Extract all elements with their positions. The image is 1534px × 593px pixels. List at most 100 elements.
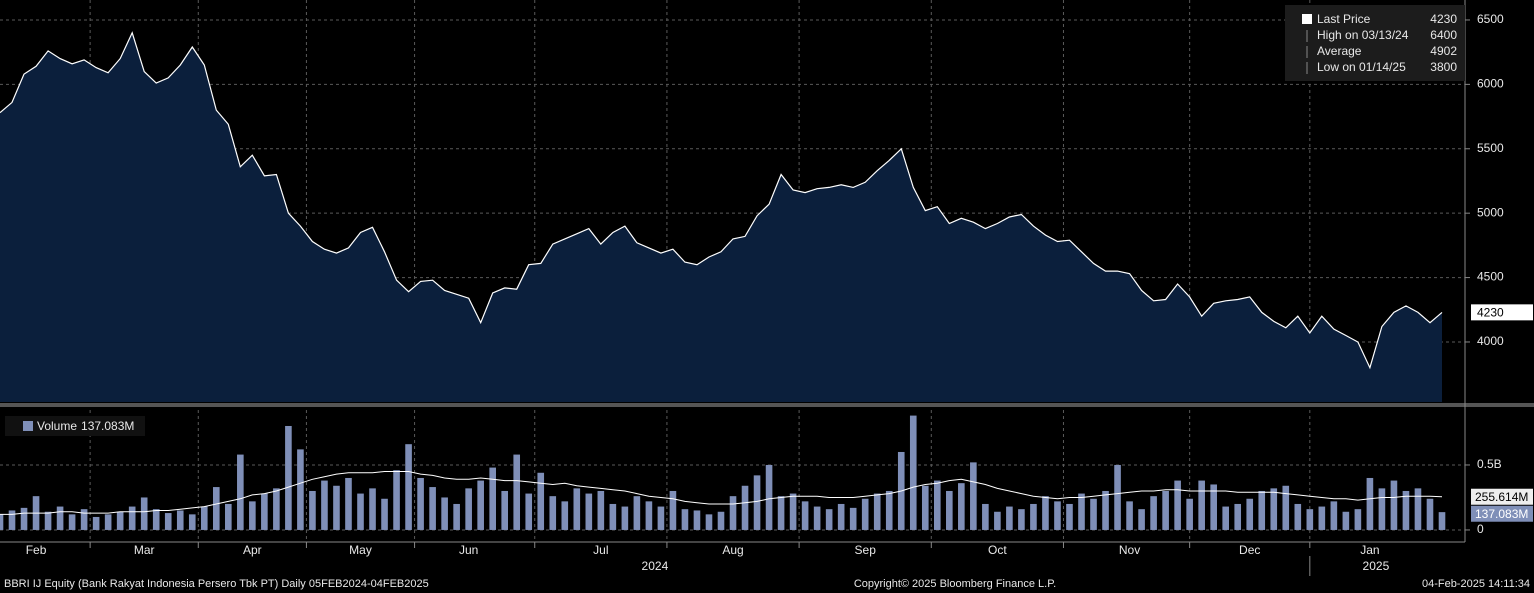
legend-stat-label: High on 03/13/24 bbox=[1317, 28, 1409, 42]
volume-bar bbox=[1282, 485, 1290, 530]
volume-bar bbox=[958, 483, 965, 530]
volume-bar bbox=[261, 493, 268, 530]
x-tick-label: Jun bbox=[459, 543, 478, 557]
volume-bar bbox=[1186, 498, 1193, 530]
volume-bar bbox=[825, 509, 833, 530]
x-tick-label: Oct bbox=[988, 543, 1007, 557]
volume-bar bbox=[140, 497, 148, 530]
volume-bar bbox=[1102, 490, 1109, 530]
x-tick-label: Apr bbox=[243, 543, 262, 557]
volume-bar bbox=[104, 514, 112, 530]
volume-legend-swatch bbox=[23, 421, 33, 431]
volume-legend: Volume 137.083M bbox=[37, 419, 134, 433]
volume-bar bbox=[152, 509, 160, 530]
x-tick-label: Nov bbox=[1119, 543, 1140, 557]
volume-bar bbox=[1066, 503, 1073, 530]
average-box bbox=[1471, 488, 1533, 505]
volume-bar bbox=[188, 514, 196, 530]
volume-bar bbox=[393, 470, 400, 530]
volume-bar bbox=[381, 498, 388, 530]
volume-bar bbox=[489, 467, 496, 530]
volume-bar bbox=[837, 503, 845, 530]
y-tick-label: 6500 bbox=[1477, 12, 1504, 26]
volume-bar bbox=[729, 496, 737, 530]
volume-bar bbox=[681, 509, 689, 530]
x-tick-label: May bbox=[349, 543, 372, 557]
volume-bar bbox=[801, 501, 809, 530]
volume-bar bbox=[20, 507, 28, 530]
volume-bar bbox=[1126, 501, 1133, 530]
volume-bar bbox=[92, 516, 100, 530]
volume-bar bbox=[1306, 509, 1314, 530]
volume-bar bbox=[321, 480, 328, 530]
legend-box bbox=[1285, 5, 1465, 81]
footer-copyright: Copyright© 2025 Bloomberg Finance L.P. bbox=[854, 578, 1056, 590]
legend: Last Price 4230 High on 03/13/24 6400 Averag… bbox=[1285, 5, 1465, 81]
y-tick-label: 4000 bbox=[1477, 334, 1504, 348]
volume-bar bbox=[1042, 496, 1049, 530]
volume-bar bbox=[645, 501, 653, 530]
volume-bar bbox=[1150, 496, 1157, 530]
volume-bar bbox=[369, 488, 376, 530]
volume-bar bbox=[1018, 509, 1025, 530]
volume-bar bbox=[441, 497, 448, 530]
year-label: 2025 bbox=[1363, 559, 1390, 573]
volume-bar bbox=[1078, 493, 1085, 530]
volume-bar bbox=[309, 490, 316, 530]
volume-bar bbox=[273, 488, 280, 530]
y-tick-label: 0 bbox=[1477, 522, 1484, 536]
volume-bar bbox=[1234, 503, 1242, 530]
footer-timestamp: 04-Feb-2025 14:11:34 bbox=[1422, 578, 1530, 590]
volume-bar bbox=[200, 506, 208, 530]
volume-bar bbox=[789, 493, 797, 530]
volume-bar bbox=[741, 485, 749, 530]
volume-bar bbox=[657, 506, 665, 530]
volume-bar bbox=[357, 493, 364, 530]
volume-bar bbox=[429, 487, 436, 530]
volume-bar bbox=[1138, 509, 1145, 530]
volume-bar bbox=[1378, 488, 1386, 530]
volume-bar bbox=[861, 498, 869, 530]
panel-divider bbox=[0, 403, 1534, 407]
volume-bar bbox=[212, 487, 220, 530]
legend-stat-value: 3800 bbox=[1430, 60, 1457, 74]
volume-bar bbox=[537, 472, 545, 530]
volume-bar bbox=[333, 485, 340, 530]
y-tick-label: 5000 bbox=[1477, 205, 1504, 219]
volume-bar bbox=[1210, 484, 1217, 530]
last-price-box bbox=[1471, 304, 1533, 321]
volume-bar bbox=[921, 485, 929, 530]
volume-bar bbox=[1174, 480, 1181, 530]
volume-bar bbox=[1090, 498, 1097, 530]
volume-bar bbox=[1114, 464, 1121, 530]
volume-bar bbox=[1198, 480, 1205, 530]
y-tick-label: 5500 bbox=[1477, 141, 1504, 155]
x-tick-label: Aug bbox=[722, 543, 743, 557]
x-tick-label: Feb bbox=[26, 543, 47, 557]
volume-bar bbox=[68, 514, 76, 530]
volume-bar bbox=[1222, 506, 1230, 530]
y-tick-label: 6000 bbox=[1477, 77, 1504, 91]
volume-bar bbox=[297, 449, 304, 530]
volume-bar bbox=[1318, 506, 1326, 530]
volume-bar bbox=[1162, 490, 1169, 530]
legend-stat-label: Low on 01/14/25 bbox=[1317, 60, 1406, 74]
y-tick-label: 4500 bbox=[1477, 270, 1504, 284]
legend-value: 4230 bbox=[1430, 12, 1457, 26]
volume-bar bbox=[849, 507, 857, 530]
volume-bar bbox=[717, 511, 725, 530]
volume-bar bbox=[477, 480, 484, 530]
volume-bar bbox=[176, 510, 184, 530]
volume-bar bbox=[705, 514, 713, 530]
volume-bar bbox=[237, 454, 244, 530]
volume-bar bbox=[501, 490, 509, 530]
volume-bar bbox=[633, 496, 641, 530]
volume-bar bbox=[128, 506, 136, 530]
volume-legend-box bbox=[5, 416, 145, 436]
volume-bar bbox=[8, 510, 16, 530]
volume-bar bbox=[1354, 509, 1362, 530]
x-tick-label: Dec bbox=[1239, 543, 1260, 557]
volume-bar bbox=[1342, 511, 1350, 530]
volume-bar bbox=[465, 488, 472, 530]
price-area bbox=[0, 32, 1442, 403]
